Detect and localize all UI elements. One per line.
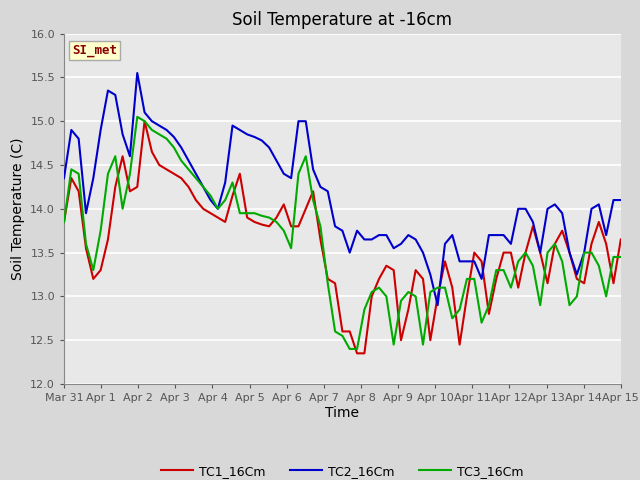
Y-axis label: Soil Temperature (C): Soil Temperature (C) (11, 138, 25, 280)
X-axis label: Time: Time (325, 406, 360, 420)
Text: SI_met: SI_met (72, 44, 117, 57)
Legend: TC1_16Cm, TC2_16Cm, TC3_16Cm: TC1_16Cm, TC2_16Cm, TC3_16Cm (156, 460, 529, 480)
Title: Soil Temperature at -16cm: Soil Temperature at -16cm (232, 11, 452, 29)
